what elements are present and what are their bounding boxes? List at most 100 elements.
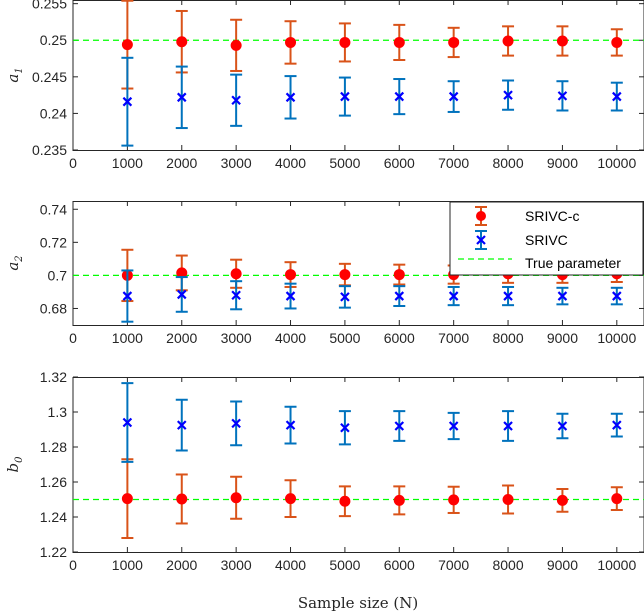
y-tick-label: 0.74 [40, 201, 67, 217]
x-tick-label: 7000 [438, 330, 469, 346]
srivc-c-point [339, 36, 351, 48]
chart-panels: 0 1000 2000 3000 4000 5000 6000 7000 8000 9000 100… [4, 0, 644, 573]
srivc-point [231, 95, 241, 106]
x-tick-label: 0 [69, 557, 77, 573]
srivc-c-point [285, 493, 297, 505]
srivc-point [503, 90, 513, 100]
srivc-point [340, 91, 350, 102]
srivc-c-point [339, 495, 351, 507]
x-tick-label: 2000 [166, 330, 197, 346]
srivc-c-point [448, 494, 460, 506]
x-tick-label: 2000 [166, 557, 197, 573]
y-axis-label-subscript: 2 [14, 255, 25, 262]
srivc-c-point [176, 36, 188, 48]
legend: SRIVC-c SRIVC True parameter [449, 201, 644, 276]
srivc-c-point [393, 494, 405, 506]
srivc-c-point [556, 35, 568, 47]
x-tick-label: 8000 [492, 557, 523, 573]
x-tick-label: 8000 [492, 330, 523, 346]
x-tick-label: 3000 [221, 155, 252, 171]
legend-srivc-c-marker [476, 211, 486, 221]
srivc-point [557, 91, 568, 101]
srivc-point [231, 290, 241, 301]
x-tick-label: 10000 [597, 155, 636, 171]
x-tick-label: 4000 [275, 330, 306, 346]
panel-1: 0 1000 2000 3000 4000 5000 6000 7000 8000 9000 100… [4, 0, 644, 171]
srivc-point [231, 418, 241, 429]
srivc-point [503, 421, 513, 431]
srivc-c-point [502, 35, 514, 47]
x-tick-label: 2000 [166, 155, 197, 171]
srivc-c-point [448, 36, 460, 48]
y-tick-label: 1.22 [40, 544, 67, 560]
x-tick-label: 9000 [547, 330, 578, 346]
srivc-c-point [121, 39, 133, 51]
legend-label: SRIVC [525, 232, 568, 248]
srivc-c-point [285, 36, 297, 48]
y-tick-label: 0.255 [32, 0, 67, 12]
legend-label: SRIVC-c [525, 208, 579, 224]
y-tick-label: 0.245 [32, 69, 67, 85]
x-tick-label: 1000 [112, 330, 143, 346]
x-tick-label: 4000 [275, 557, 306, 573]
srivc-c-point [502, 494, 514, 505]
x-tick-label: 0 [69, 330, 77, 346]
srivc-c-point [285, 269, 297, 281]
srivc-point [176, 420, 187, 430]
y-tick-label: 0.25 [40, 32, 67, 48]
y-tick-label: 1.28 [40, 439, 67, 455]
y-tick-label: 0.72 [40, 234, 67, 250]
srivc-c-point [230, 268, 242, 280]
y-tick-label: 0.235 [32, 142, 67, 158]
srivc-c-point [121, 493, 133, 505]
srivc-point [394, 291, 405, 301]
srivc-c-point [339, 269, 351, 281]
srivc-point [557, 291, 568, 301]
x-tick-label: 9000 [547, 557, 578, 573]
srivc-point [340, 292, 350, 302]
srivc-point [285, 92, 296, 103]
x-tick-label: 3000 [221, 330, 252, 346]
srivc-point [394, 421, 405, 431]
y-axis-label: a1 [4, 67, 25, 82]
srivc-point [394, 91, 405, 102]
srivc-point [557, 421, 568, 431]
x-tick-label: 5000 [329, 330, 360, 346]
x-tick-label: 1000 [112, 557, 143, 573]
x-tick-label: 10000 [597, 330, 636, 346]
x-tick-label: 10000 [597, 557, 636, 573]
srivc-c-point [611, 493, 623, 505]
y-tick-label: 1.26 [40, 474, 67, 490]
axes-box [72, 201, 644, 326]
srivc-point [122, 417, 133, 428]
srivc-c-point [393, 269, 405, 281]
x-tick-label: 4000 [275, 155, 306, 171]
srivc-point [176, 289, 187, 300]
legend-label: True parameter [525, 255, 621, 271]
srivc-point [448, 91, 459, 102]
srivc-c-point [176, 493, 188, 505]
srivc-point [612, 291, 622, 301]
y-tick-label: 1.32 [40, 369, 67, 385]
y-tick-label: 0.24 [40, 105, 67, 121]
x-tick-label: 6000 [384, 330, 415, 346]
y-axis-label-subscript: 0 [14, 456, 25, 463]
srivc-point [340, 422, 350, 433]
x-tick-label: 9000 [547, 155, 578, 171]
srivc-point [285, 420, 296, 430]
panel-2: 0 1000 2000 3000 4000 5000 6000 7000 8000 9000 100… [4, 201, 644, 346]
y-tick-label: 0.68 [40, 300, 67, 316]
srivc-point [176, 92, 187, 103]
x-axis-label: Sample size (N) [298, 594, 418, 612]
x-tick-label: 0 [69, 155, 77, 171]
srivc-c-point [230, 492, 242, 504]
x-tick-label: 6000 [384, 557, 415, 573]
x-tick-label: 5000 [329, 155, 360, 171]
axes-box [72, 0, 644, 151]
srivc-point [122, 291, 133, 301]
srivc-point [285, 291, 296, 301]
y-axis-label-subscript: 1 [14, 67, 25, 73]
srivc-point [448, 421, 459, 431]
srivc-point [503, 291, 513, 301]
